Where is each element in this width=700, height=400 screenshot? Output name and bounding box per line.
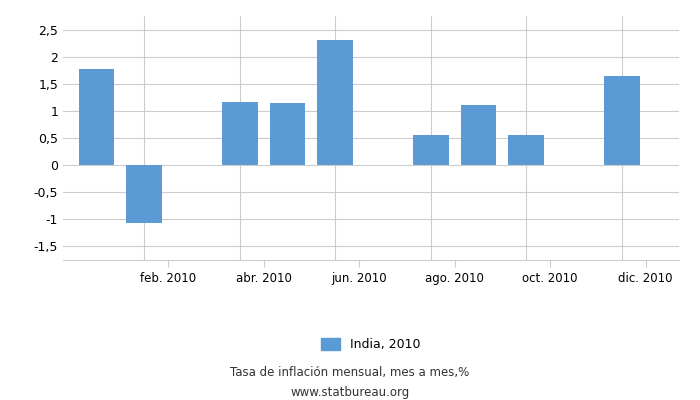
Text: Tasa de inflación mensual, mes a mes,%: Tasa de inflación mensual, mes a mes,% [230, 366, 470, 379]
Bar [78, 69, 114, 165]
Bar [317, 40, 353, 165]
Bar [413, 135, 449, 165]
Bar [508, 135, 544, 165]
Bar [222, 102, 258, 165]
Bar [461, 106, 496, 165]
Bar [126, 165, 162, 223]
Bar [270, 103, 305, 165]
Bar [604, 76, 640, 165]
Text: www.statbureau.org: www.statbureau.org [290, 386, 410, 399]
Legend: India, 2010: India, 2010 [316, 333, 426, 356]
